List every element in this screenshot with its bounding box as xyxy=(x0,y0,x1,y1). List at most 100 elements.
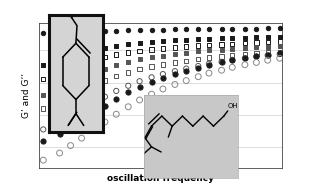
Point xyxy=(219,37,224,40)
Point xyxy=(242,53,247,56)
Point xyxy=(172,70,177,73)
Point xyxy=(57,59,62,62)
Point xyxy=(265,59,270,62)
Point xyxy=(114,74,119,77)
Point xyxy=(126,71,131,74)
Point xyxy=(137,68,142,71)
Point xyxy=(196,58,201,61)
Point xyxy=(160,54,165,57)
Point xyxy=(90,84,95,87)
Point xyxy=(277,35,282,38)
Point xyxy=(277,50,282,53)
Point xyxy=(90,112,95,115)
Point xyxy=(265,53,270,56)
Point xyxy=(114,29,119,32)
Point xyxy=(184,67,189,70)
Point xyxy=(254,46,259,49)
Text: OH: OH xyxy=(228,103,238,109)
Point xyxy=(149,41,154,44)
Point xyxy=(57,88,62,91)
Point xyxy=(160,40,165,43)
Point xyxy=(265,51,270,54)
Point xyxy=(68,31,73,34)
Point xyxy=(90,72,95,75)
Point xyxy=(160,88,165,91)
Point xyxy=(207,72,212,75)
Point xyxy=(102,120,107,123)
Point xyxy=(79,108,84,112)
Point xyxy=(184,38,189,41)
Point xyxy=(114,53,119,56)
Point xyxy=(207,37,212,40)
Point xyxy=(230,66,235,69)
Point xyxy=(41,32,46,35)
Point xyxy=(230,54,235,57)
Point xyxy=(172,61,177,64)
Point xyxy=(254,55,259,58)
Point xyxy=(184,59,189,62)
Point xyxy=(219,61,224,64)
Point xyxy=(230,59,235,62)
Point xyxy=(41,139,46,142)
Point xyxy=(277,40,282,43)
Point xyxy=(196,64,201,67)
Point xyxy=(160,73,165,76)
Point xyxy=(79,30,84,33)
Point xyxy=(41,107,46,110)
Point xyxy=(102,95,107,98)
Point xyxy=(126,43,131,46)
Point xyxy=(219,60,224,63)
Point xyxy=(126,60,131,63)
Point xyxy=(126,105,131,108)
Point xyxy=(242,42,247,45)
Point xyxy=(172,53,177,56)
Point xyxy=(219,48,224,51)
Point xyxy=(184,79,189,82)
Point xyxy=(230,27,235,30)
Point xyxy=(79,52,84,55)
Point xyxy=(68,95,73,98)
Point xyxy=(126,84,131,87)
Point xyxy=(57,101,62,104)
Point xyxy=(137,98,142,101)
Point xyxy=(265,27,270,30)
Point xyxy=(196,66,201,69)
Point xyxy=(242,57,247,60)
Point xyxy=(137,42,142,45)
Point xyxy=(90,129,95,132)
Point xyxy=(196,44,201,47)
Point xyxy=(254,52,259,55)
Point xyxy=(172,46,177,49)
Point xyxy=(219,43,224,46)
Point xyxy=(207,27,212,30)
Point xyxy=(265,41,270,44)
Point xyxy=(172,83,177,86)
Point xyxy=(114,44,119,47)
Point xyxy=(137,58,142,61)
Point xyxy=(242,27,247,30)
Point xyxy=(102,29,107,33)
Point xyxy=(102,56,107,59)
Point xyxy=(41,78,46,81)
Point xyxy=(196,38,201,41)
Point xyxy=(207,62,212,65)
Point xyxy=(207,49,212,52)
Point xyxy=(137,29,142,32)
Point xyxy=(114,63,119,66)
Point xyxy=(230,42,235,45)
Point xyxy=(196,75,201,78)
Point xyxy=(90,102,95,105)
Point xyxy=(207,64,212,67)
Point xyxy=(41,63,46,66)
Point xyxy=(149,76,154,79)
Point xyxy=(265,45,270,48)
Point xyxy=(102,104,107,107)
Point xyxy=(242,36,247,39)
Point xyxy=(149,80,154,83)
Point xyxy=(149,65,154,68)
Point xyxy=(114,113,119,116)
Point xyxy=(149,93,154,96)
Point xyxy=(184,45,189,48)
Point xyxy=(57,121,62,124)
Point xyxy=(126,29,131,32)
